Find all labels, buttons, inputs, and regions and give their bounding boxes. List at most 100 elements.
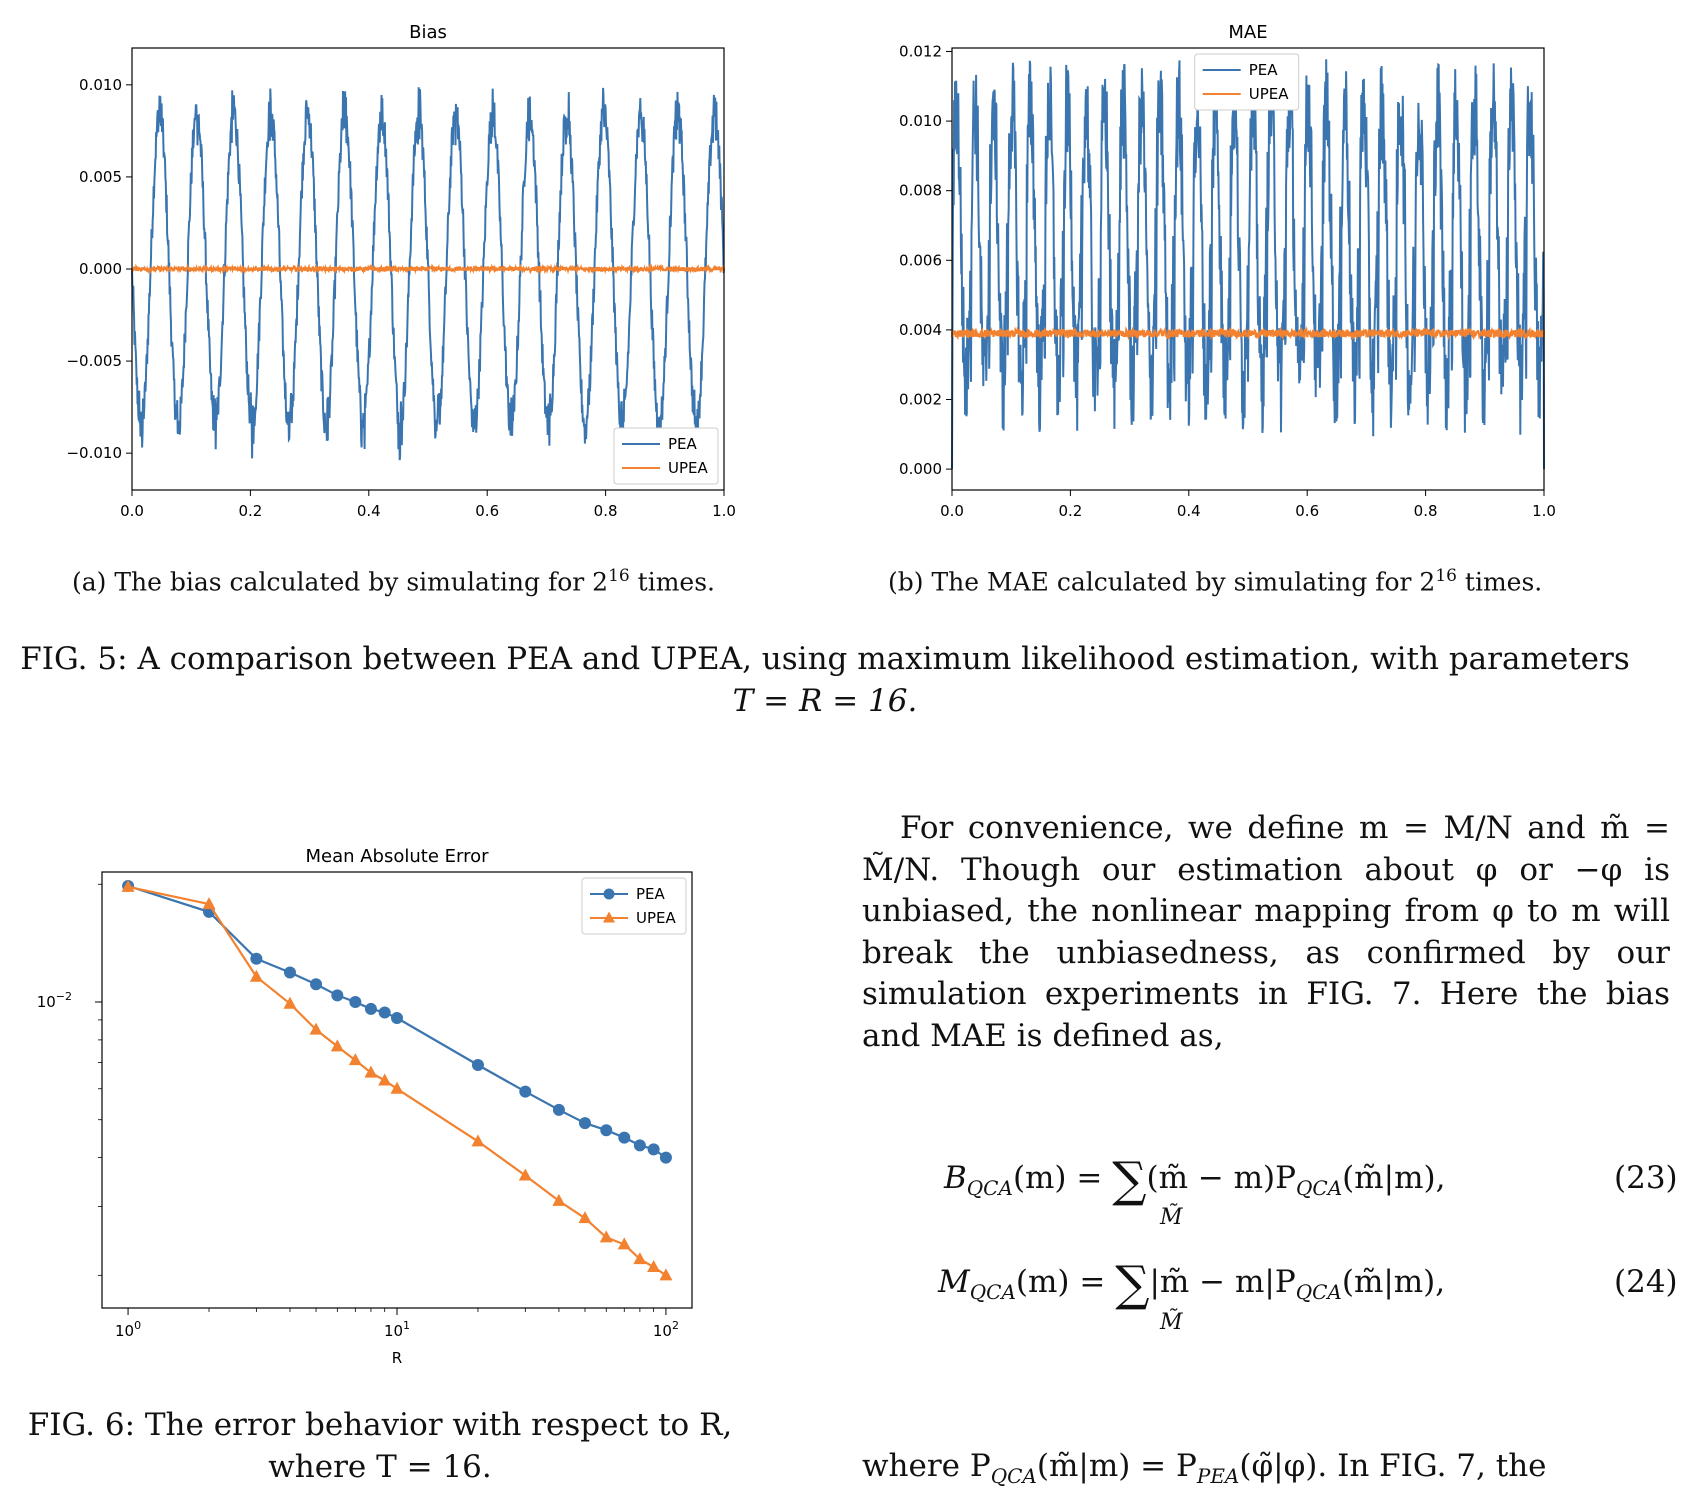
upea-point (202, 897, 216, 910)
upea-point (518, 1168, 532, 1181)
pea-point (378, 1006, 391, 1019)
plot-frame (951, 47, 1545, 491)
legend-marker-pea (603, 888, 615, 900)
legend-box (1194, 53, 1300, 111)
body-paragraph: For convenience, we define m = M/N and m… (862, 810, 1670, 1054)
mae-log-chart: Mean Absolute Error 100 101 102 10−2 R PEA UPEA (37, 846, 693, 1365)
y-tick-label: 0.010 (899, 112, 942, 130)
eq23-sum-index: M̃ (1160, 1205, 1183, 1230)
pea-point (364, 1002, 377, 1015)
legend-label-pea: PEA (636, 885, 666, 903)
x-axis-label: R (392, 1349, 402, 1365)
pea-point (471, 1059, 484, 1072)
y-tick-label: −0.010 (66, 444, 122, 462)
y-tick-label: 0.008 (899, 182, 942, 200)
upea-point (309, 1022, 323, 1035)
pea-point (331, 989, 344, 1002)
pea-point (633, 1139, 646, 1152)
upea-point (364, 1065, 378, 1078)
pea-point (647, 1143, 660, 1156)
y-tick-label: 0.006 (899, 251, 942, 269)
legend-label-pea: PEA (668, 435, 698, 453)
legend-label-upea: UPEA (1249, 85, 1290, 103)
upea-point (249, 969, 263, 982)
y-tick-label: 0.004 (899, 321, 942, 339)
upea-point (659, 1268, 673, 1281)
legend-label-upea: UPEA (668, 459, 709, 477)
pea-series-line (131, 87, 725, 461)
pea-point (600, 1124, 613, 1137)
subcaption-b: (b) The MAE calculated by simulating for… (888, 566, 1543, 597)
y-tick-label: 0.000 (899, 460, 942, 478)
pea-point (349, 995, 362, 1008)
x-tick-label: 101 (384, 1319, 410, 1340)
fig6-caption: FIG. 6: The error behavior with respect … (27, 1407, 733, 1485)
upea-point (633, 1252, 647, 1265)
x-tick-label: 1.0 (1532, 502, 1556, 520)
legend-marker-upea (603, 911, 615, 923)
pea-point (283, 966, 296, 979)
x-tick-label: 0.4 (1177, 502, 1201, 520)
x-tick-label: 0.0 (940, 502, 964, 520)
upea-point (471, 1134, 485, 1147)
legend-box (613, 427, 719, 485)
eq24-sum-index: M̃ (1160, 1310, 1183, 1335)
y-tick-label: 0.005 (79, 168, 122, 186)
x-tick-label: 0.2 (1058, 502, 1082, 520)
x-tick-label: 0.6 (1295, 502, 1319, 520)
upea-point (348, 1053, 362, 1066)
fig5-caption: FIG. 5: A comparison between PEA and UPE… (20, 641, 1630, 719)
subcaption-a: (a) The bias calculated by simulating fo… (72, 566, 715, 597)
x-tick-label: 0.8 (594, 502, 618, 520)
pea-point (250, 952, 263, 965)
pea-series-line (951, 59, 1545, 470)
legend-label-pea: PEA (1249, 61, 1279, 79)
pea-point (310, 978, 323, 991)
x-tick-label: 1.0 (712, 502, 736, 520)
x-tick-label: 0.6 (475, 502, 499, 520)
pea-point (618, 1131, 631, 1144)
last-line: where PQCA(m̃|m) = PPEA(φ̃|φ). In FIG. 7… (862, 1448, 1547, 1488)
upea-point (283, 996, 297, 1009)
legend-label-upea: UPEA (636, 909, 677, 927)
y-tick-label: 0.010 (79, 76, 122, 94)
upea-point (121, 879, 135, 892)
x-tick-label: 0.2 (238, 502, 262, 520)
pea-point (578, 1117, 591, 1130)
upea-point (617, 1237, 631, 1250)
upea-series-line (131, 263, 725, 275)
x-tick-label: 0.8 (1414, 502, 1438, 520)
pea-point (659, 1151, 672, 1164)
x-tick-label: 0.0 (120, 502, 144, 520)
equation-24: MQCA(m) = ∑|m̃ − m|PQCA(m̃|m), (938, 1256, 1446, 1312)
x-tick-label: 100 (115, 1319, 141, 1340)
equation-23-number: (23) (1614, 1160, 1678, 1196)
y-tick-label: 0.002 (899, 391, 942, 409)
upea-point (552, 1193, 566, 1206)
equation-24-number: (24) (1614, 1264, 1678, 1300)
chart-title: MAE (1228, 22, 1267, 43)
mae-chart: MAE 0.0 0.2 0.4 0.6 0.8 1.0 0.012 0.010 0.008 0.00… (899, 22, 1556, 520)
bias-chart: Bias 0.0 0.2 0.4 0.6 0.8 1.0 0.010 0.005 0.000 −0.… (66, 22, 736, 520)
upea-point (378, 1073, 392, 1086)
plot-frame (131, 47, 725, 491)
y-tick-label: 0.000 (79, 260, 122, 278)
y-tick-label: 0.012 (899, 42, 942, 60)
upea-point (647, 1260, 661, 1273)
upea-point (578, 1211, 592, 1224)
equation-23: BQCA(m) = ∑(m̃ − m)PQCA(m̃|m), (944, 1152, 1446, 1208)
x-tick-label: 0.4 (357, 502, 381, 520)
x-tick-label: 102 (653, 1319, 679, 1340)
plot-frame (101, 871, 693, 1309)
chart-title: Bias (409, 22, 447, 43)
upea-point (390, 1081, 404, 1094)
pea-point (391, 1012, 403, 1025)
chart-title: Mean Absolute Error (305, 846, 489, 867)
y-tick-label: −0.005 (66, 352, 122, 370)
upea-point (599, 1230, 613, 1243)
pea-point (519, 1085, 532, 1098)
y-tick-label: 10−2 (37, 990, 72, 1011)
upea-series-line (951, 325, 1545, 341)
upea-point (330, 1039, 344, 1052)
pea-point (552, 1103, 565, 1116)
